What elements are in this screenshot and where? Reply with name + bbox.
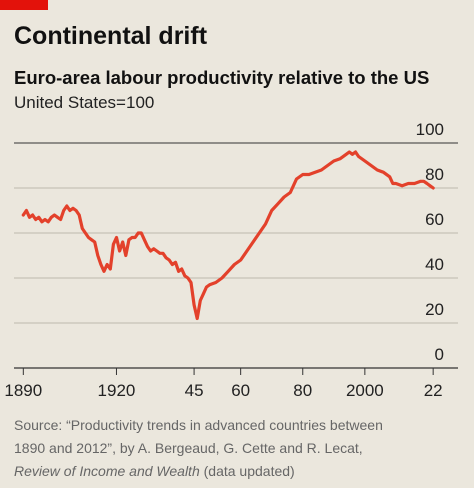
x-tick-label: 22 bbox=[424, 381, 443, 400]
y-tick-label: 0 bbox=[435, 345, 444, 364]
chart-title: Continental drift bbox=[14, 22, 208, 50]
source: 1890 and 2012”, by A. Bergeaud, G. Cette… bbox=[14, 440, 363, 456]
data-line bbox=[21, 150, 435, 321]
source-journal: Review of Income and Wealth bbox=[14, 463, 200, 479]
x-tick-label: 1890 bbox=[4, 381, 42, 400]
y-tick-label: 60 bbox=[425, 210, 444, 229]
source: Source: “Productivity trends in advanced… bbox=[14, 417, 383, 433]
y-tick-label: 80 bbox=[425, 165, 444, 184]
y-tick-label: 20 bbox=[425, 300, 444, 319]
y-axis-label: United States=100 bbox=[14, 93, 154, 112]
y-tick-label: 40 bbox=[425, 255, 444, 274]
source: Review of Income and Wealth (data update… bbox=[14, 463, 295, 479]
x-tick-label: 1920 bbox=[98, 381, 136, 400]
chart-subtitle: Euro-area labour productivity relative t… bbox=[14, 67, 429, 88]
y-tick-label: 100 bbox=[416, 120, 444, 139]
x-tick-label: 2000 bbox=[346, 381, 384, 400]
brand-tag bbox=[0, 0, 48, 10]
x-tick-label: 60 bbox=[231, 381, 250, 400]
x-tick-label: 80 bbox=[293, 381, 312, 400]
source-note: (data updated) bbox=[200, 463, 295, 479]
x-tick-label: 45 bbox=[185, 381, 204, 400]
